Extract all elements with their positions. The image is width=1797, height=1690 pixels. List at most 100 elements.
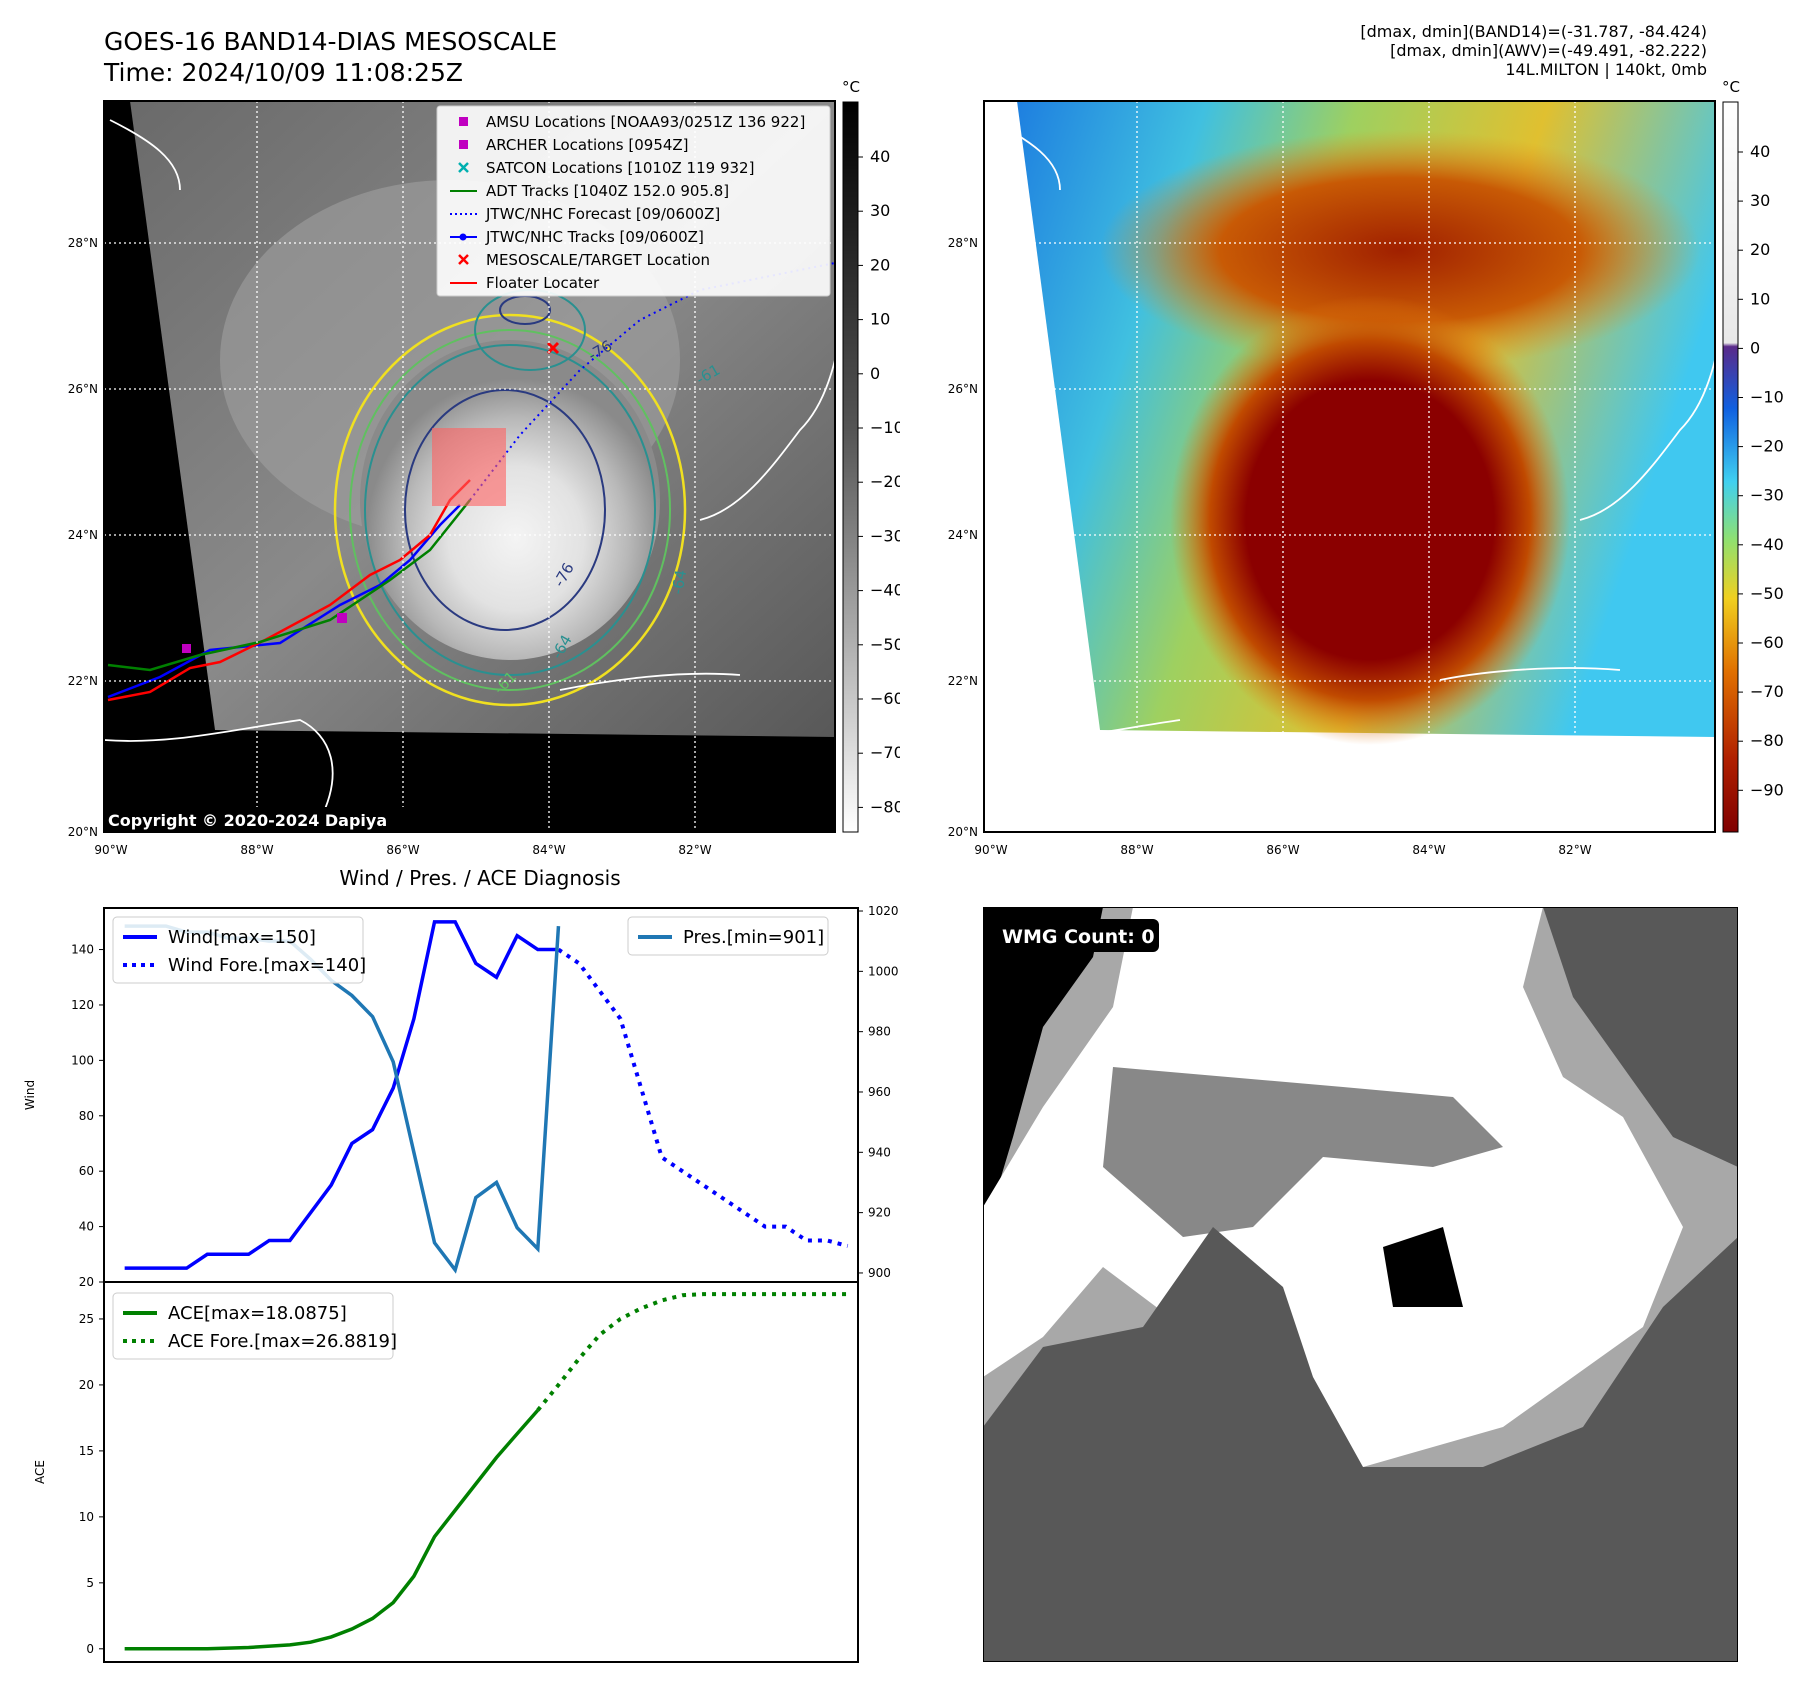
colorbar-tick-label: 20: [870, 255, 890, 274]
lat-label: 20°N: [948, 825, 978, 839]
lon-label: 82°W: [678, 843, 711, 857]
lat-label: 24°N: [948, 528, 978, 542]
ace-series-line: [536, 1292, 848, 1412]
colorbar-tick-label: −60: [870, 689, 900, 708]
colorbar-tick-label: −30: [870, 526, 900, 545]
y2-tick-label: 1000: [868, 964, 899, 978]
ir-colorbar-unit: °C: [842, 80, 860, 96]
colorbar-tick-label: 0: [870, 364, 880, 383]
colorbar-tick-label: −50: [870, 635, 900, 654]
y2-tick-label: 920: [868, 1206, 891, 1220]
ace-axis-label: ACE: [33, 1460, 47, 1484]
awv-lon-labels: 90°W 88°W 86°W 84°W 82°W: [974, 843, 1591, 857]
diag-title: Wind / Pres. / ACE Diagnosis: [339, 866, 620, 890]
lat-label: 28°N: [948, 236, 978, 250]
legend-label: JTWC/NHC Forecast [09/0600Z]: [485, 205, 720, 223]
awv-moisture-north: [1100, 130, 1700, 370]
contour-navy: [404, 389, 606, 631]
colorbar-tick-label: −90: [1750, 780, 1784, 799]
lon-label: 90°W: [974, 843, 1007, 857]
awv-colorbar-unit: °C: [1722, 80, 1740, 96]
lon-label: 82°W: [1558, 843, 1591, 857]
ir-colorbar-ticks: 40 30 20 10 0 −10 −20 −30 −40 −50 −60 −70 −80: [858, 147, 900, 816]
colorbar-tick-label: 30: [1750, 191, 1770, 210]
mesoscale-box: [432, 428, 506, 506]
wmg-badge: [994, 919, 1159, 952]
title-line-2: Time: 2024/10/09 11:08:25Z: [104, 58, 463, 87]
chart-legend: [112, 1292, 394, 1360]
colorbar-tick-label: −70: [870, 743, 900, 762]
ir-colorbar: [842, 101, 859, 833]
y-tick-label: 100: [71, 1053, 94, 1067]
wmg-eye-region: [1383, 1227, 1463, 1307]
lat-label: 24°N: [68, 528, 98, 542]
copyright-bg: [104, 807, 409, 832]
lon-label: 86°W: [386, 843, 419, 857]
y-tick-label: 25: [79, 1312, 94, 1326]
y-tick-label: 40: [79, 1220, 94, 1234]
adt-track-line: [107, 499, 471, 672]
wmg-gray-region: [1103, 1067, 1503, 1237]
y2-tick-label: 900: [868, 1266, 891, 1280]
lat-label: 20°N: [68, 825, 98, 839]
lon-label: 88°W: [1120, 843, 1153, 857]
plot-frame: [103, 1281, 859, 1663]
copyright-text: Copyright © 2020-2024 Dapiya: [108, 811, 387, 830]
contour-green: [349, 329, 671, 691]
title-line-1: GOES-16 BAND14-DIAS MESOSCALE: [104, 27, 558, 56]
colorbar-tick-label: −10: [870, 418, 900, 437]
y-tick-label: 140: [71, 943, 94, 957]
colorbar-tick-label: −20: [1750, 437, 1784, 456]
contour-teal: [364, 344, 656, 676]
colorbar-tick-label: −10: [1750, 388, 1784, 407]
wmg-dark-region: [983, 1227, 1738, 1662]
ir-legend: [436, 105, 831, 297]
y2-tick-label: 960: [868, 1085, 891, 1099]
info-line-2: [dmax, dmin](AWV)=(-49.491, -82.222): [1390, 41, 1707, 60]
ir-frame: [103, 100, 836, 833]
y2-tick-label: 940: [868, 1145, 891, 1159]
wmg-badge-text: WMG Count: 0: [1002, 926, 1155, 948]
y-tick-label: 10: [79, 1510, 94, 1524]
colorbar-tick-label: 10: [870, 310, 890, 329]
legend-label: Pres.[min=901]: [683, 927, 824, 948]
awv-panel: 28°N 26°N 24°N 22°N 20°N 90°W 88°W 86°W …: [948, 80, 1784, 857]
awv-frame: [983, 100, 1716, 833]
contour-yellow: [333, 313, 687, 707]
legend-label: Wind Fore.[max=140]: [168, 955, 366, 976]
wmg-black-region: [983, 907, 1103, 1237]
colorbar-tick-label: −20: [870, 472, 900, 491]
colorbar-tick-label: 20: [1750, 240, 1770, 259]
colorbar-tick-label: 0: [1750, 338, 1760, 357]
lat-label: 22°N: [68, 674, 98, 688]
colorbar-tick-label: −80: [870, 797, 900, 816]
wind-series-line: [124, 920, 559, 1270]
y-tick-label: 60: [79, 1164, 94, 1178]
legend-label: ADT Tracks [1040Z 152.0 905.8]: [486, 182, 729, 200]
colorbar-tick-label: 40: [1750, 142, 1770, 161]
lat-label: 28°N: [68, 236, 98, 250]
diagnosis-panel: Wind / Pres. / ACE Diagnosis 20406080100…: [23, 866, 899, 1663]
contour-label: -64: [668, 568, 690, 595]
lon-label: 86°W: [1266, 843, 1299, 857]
y2-tick-label: 1020: [868, 904, 899, 918]
y2-tick-label: 980: [868, 1025, 891, 1039]
colorbar-tick-label: −30: [1750, 486, 1784, 505]
legend-marker-icon: [458, 162, 469, 173]
ir-legend-items: AMSU Locations [NOAA93/0251Z 136 922] ARC…: [450, 113, 805, 292]
lat-label: 22°N: [948, 674, 978, 688]
lon-label: 88°W: [240, 843, 273, 857]
legend-marker-icon: [459, 233, 467, 241]
info-line-1: [dmax, dmin](BAND14)=(-31.787, -84.424): [1360, 22, 1707, 41]
awv-lat-labels: 28°N 26°N 24°N 22°N 20°N: [948, 236, 978, 839]
lat-label: 26°N: [68, 382, 98, 396]
colorbar-tick-label: −40: [870, 581, 900, 600]
chart-legend: [112, 916, 364, 984]
legend-marker-icon: [458, 254, 469, 265]
ir-coastline: [104, 119, 835, 821]
colorbar-tick-label: −80: [1750, 731, 1784, 750]
ir-lon-labels: 90°W 88°W 86°W 84°W 82°W: [94, 843, 711, 857]
wmg-white-region: [983, 907, 1683, 1467]
wind-axis-label: Wind: [23, 1080, 37, 1110]
ir-lat-labels: 28°N 26°N 24°N 22°N 20°N: [68, 236, 98, 839]
